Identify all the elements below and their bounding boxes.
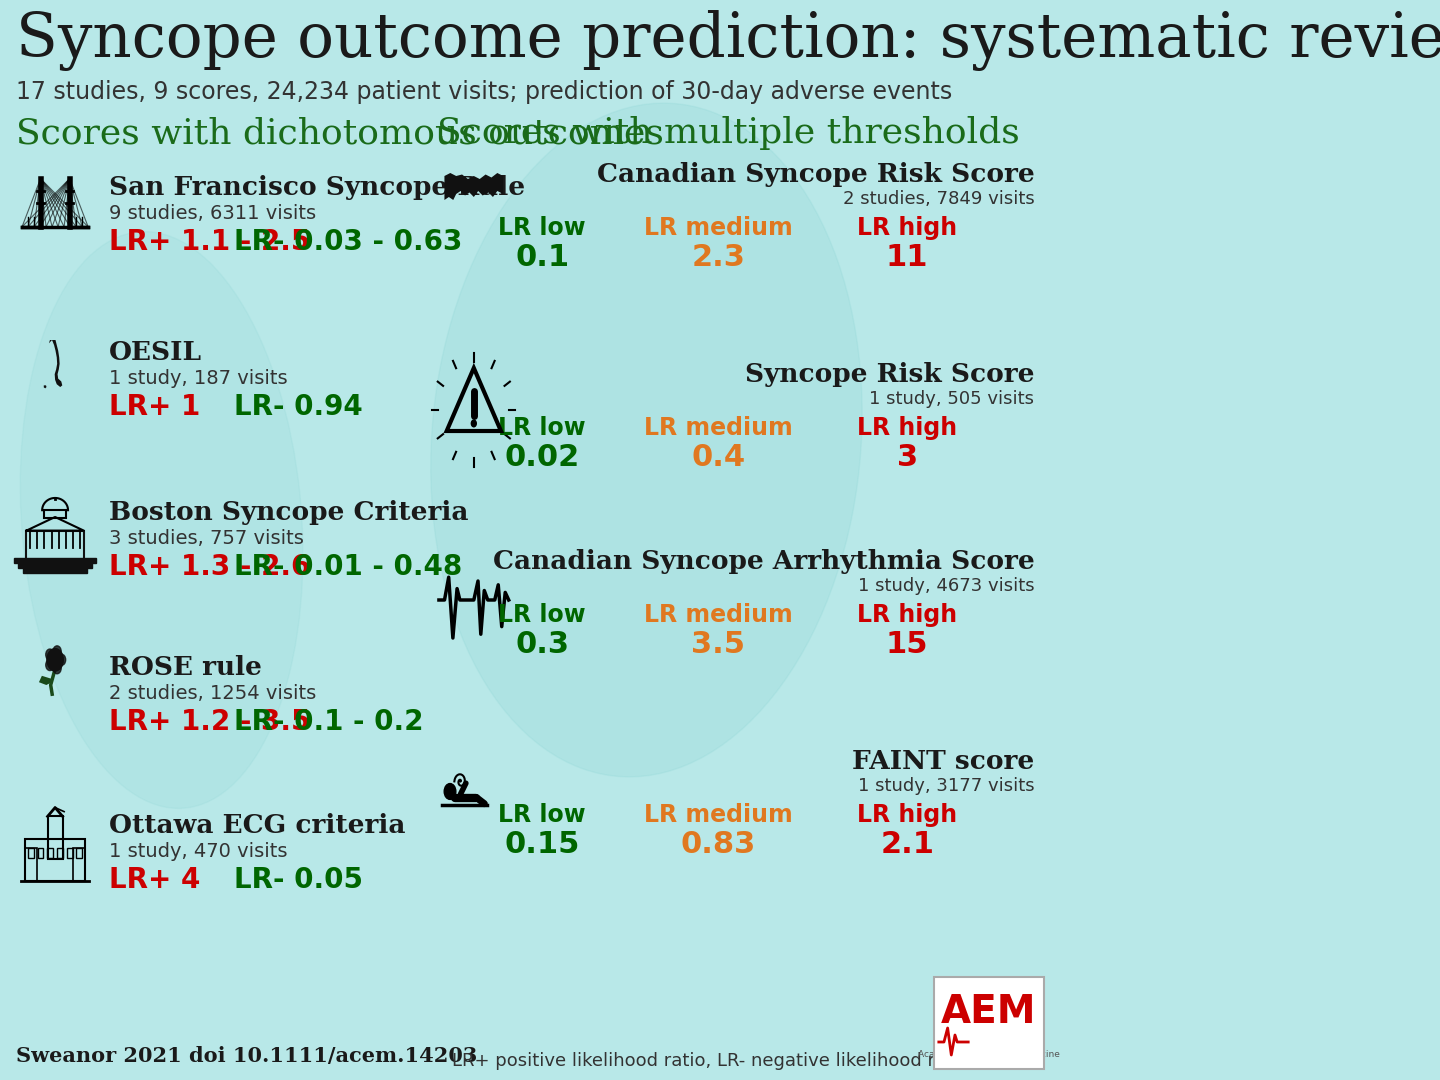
Text: Syncope Risk Score: Syncope Risk Score — [744, 362, 1034, 387]
Text: OESIL: OESIL — [109, 340, 202, 365]
FancyBboxPatch shape — [933, 977, 1044, 1069]
Text: LR medium: LR medium — [644, 416, 793, 440]
Circle shape — [48, 649, 63, 671]
Bar — [73, 849, 85, 881]
Bar — [58, 849, 63, 859]
Text: 3.5: 3.5 — [691, 630, 746, 659]
Text: 3: 3 — [897, 443, 917, 472]
Text: LR+ 1.3 - 2.6: LR+ 1.3 - 2.6 — [109, 553, 310, 581]
Text: Scores with multiple thresholds: Scores with multiple thresholds — [438, 116, 1020, 150]
Text: LR+ 4: LR+ 4 — [109, 866, 200, 894]
Text: LR low: LR low — [498, 603, 586, 627]
Circle shape — [444, 784, 456, 799]
Bar — [24, 839, 85, 881]
Text: LR high: LR high — [857, 416, 958, 440]
Text: ROSE rule: ROSE rule — [109, 654, 262, 680]
Bar — [14, 558, 96, 563]
Text: LR+ 1.2 - 3.5: LR+ 1.2 - 3.5 — [109, 708, 310, 735]
Polygon shape — [445, 173, 503, 200]
Bar — [45, 510, 66, 518]
Circle shape — [471, 420, 477, 427]
Text: LR+ 1.1 - 2.5: LR+ 1.1 - 2.5 — [109, 228, 310, 256]
Text: LR high: LR high — [857, 603, 958, 627]
Text: LR medium: LR medium — [644, 804, 793, 827]
Text: Scores with dichotomous outcomes: Scores with dichotomous outcomes — [16, 116, 664, 150]
Circle shape — [46, 660, 53, 671]
Text: 0.15: 0.15 — [504, 831, 580, 859]
Text: LR low: LR low — [498, 416, 586, 440]
Polygon shape — [39, 676, 52, 685]
Text: M: M — [973, 1038, 1004, 1067]
Text: 1 study, 505 visits: 1 study, 505 visits — [870, 390, 1034, 408]
Bar — [37, 849, 43, 859]
Text: 0.02: 0.02 — [504, 443, 580, 472]
Text: LR- 0.01 - 0.48: LR- 0.01 - 0.48 — [233, 553, 462, 581]
Text: LR- 0.05: LR- 0.05 — [233, 866, 363, 894]
Text: 11: 11 — [886, 243, 929, 272]
Bar — [27, 849, 33, 859]
Bar — [23, 568, 88, 573]
Text: 9 studies, 6311 visits: 9 studies, 6311 visits — [109, 204, 315, 222]
Text: LR low: LR low — [498, 804, 586, 827]
Circle shape — [46, 649, 53, 660]
Circle shape — [53, 662, 62, 674]
Circle shape — [53, 646, 62, 657]
Text: 1 study, 187 visits: 1 study, 187 visits — [109, 369, 288, 388]
Text: 2 studies, 7849 visits: 2 studies, 7849 visits — [842, 190, 1034, 208]
Text: LR- 0.03 - 0.63: LR- 0.03 - 0.63 — [233, 228, 462, 256]
Bar — [26, 530, 84, 566]
Text: LR high: LR high — [857, 804, 958, 827]
Text: A: A — [976, 998, 1001, 1027]
Text: 0.4: 0.4 — [691, 443, 746, 472]
Text: 17 studies, 9 scores, 24,234 patient visits; prediction of 30-day adverse events: 17 studies, 9 scores, 24,234 patient vis… — [16, 80, 952, 104]
Text: 0.83: 0.83 — [681, 831, 756, 859]
Text: LR high: LR high — [857, 216, 958, 240]
Polygon shape — [49, 340, 62, 387]
Text: Sweanor 2021 doi 10.1111/acem.14203: Sweanor 2021 doi 10.1111/acem.14203 — [16, 1047, 478, 1066]
Text: 1 study, 4673 visits: 1 study, 4673 visits — [858, 577, 1034, 595]
Bar — [48, 816, 62, 859]
Text: Academic Emergency Medicine: Academic Emergency Medicine — [917, 1050, 1060, 1059]
Text: Boston Syncope Criteria: Boston Syncope Criteria — [109, 500, 468, 525]
Text: 0.1: 0.1 — [516, 243, 569, 272]
Text: 2.1: 2.1 — [880, 831, 935, 859]
Text: Syncope outcome prediction: systematic review: Syncope outcome prediction: systematic r… — [16, 10, 1440, 71]
Text: 2.3: 2.3 — [691, 243, 746, 272]
Ellipse shape — [431, 103, 863, 777]
Text: 1 study, 3177 visits: 1 study, 3177 visits — [858, 777, 1034, 795]
Text: 15: 15 — [886, 630, 929, 659]
Text: Canadian Syncope Risk Score: Canadian Syncope Risk Score — [596, 162, 1034, 187]
Bar — [24, 849, 37, 881]
Circle shape — [52, 654, 59, 664]
Bar — [19, 563, 92, 568]
Text: AEM: AEM — [940, 993, 1037, 1031]
Text: 2 studies, 1254 visits: 2 studies, 1254 visits — [109, 684, 315, 703]
Text: LR- 0.94: LR- 0.94 — [233, 393, 363, 421]
Text: E: E — [978, 1018, 999, 1047]
Text: San Francisco Syncope Rule: San Francisco Syncope Rule — [109, 175, 524, 200]
Bar — [66, 849, 72, 859]
Text: 1 study, 470 visits: 1 study, 470 visits — [109, 842, 287, 861]
Circle shape — [49, 652, 60, 667]
Text: 3 studies, 757 visits: 3 studies, 757 visits — [109, 529, 304, 548]
Text: Ottawa ECG criteria: Ottawa ECG criteria — [109, 813, 405, 838]
Text: FAINT score: FAINT score — [852, 750, 1034, 774]
Bar — [48, 849, 53, 859]
Text: LR- 0.1 - 0.2: LR- 0.1 - 0.2 — [233, 708, 423, 735]
Text: LR+ positive likelihood ratio, LR- negative likelihood ratio: LR+ positive likelihood ratio, LR- negat… — [452, 1052, 969, 1070]
Text: LR low: LR low — [498, 216, 586, 240]
Text: LR+ 1: LR+ 1 — [109, 393, 200, 421]
Ellipse shape — [20, 231, 302, 809]
Polygon shape — [43, 386, 46, 389]
Text: LR medium: LR medium — [644, 216, 793, 240]
Text: 0.3: 0.3 — [516, 630, 569, 659]
Circle shape — [58, 654, 66, 665]
Bar — [76, 849, 82, 859]
Text: Canadian Syncope Arrhythmia Score: Canadian Syncope Arrhythmia Score — [492, 549, 1034, 573]
Text: LR medium: LR medium — [644, 603, 793, 627]
